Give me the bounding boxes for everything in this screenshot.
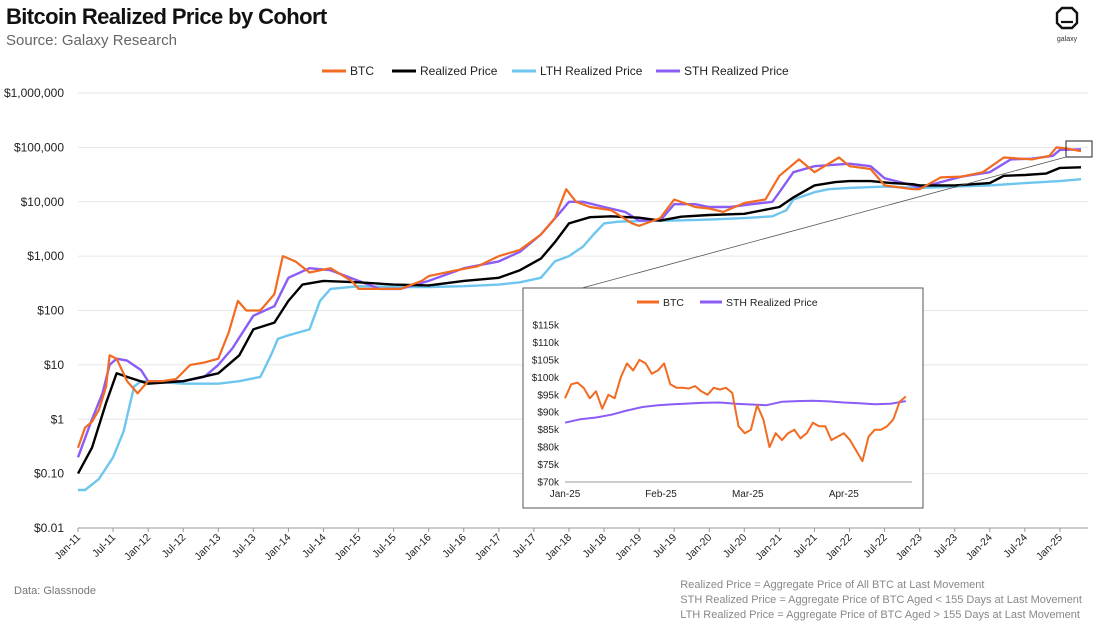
inset-y-tick-label: $100k xyxy=(532,373,560,384)
footnotes: Realized Price = Aggregate Price of All … xyxy=(680,578,1082,623)
chart-subtitle: Source: Galaxy Research xyxy=(6,32,177,49)
x-tick-label: Jan-17 xyxy=(473,532,504,563)
x-tick-label: Jul-13 xyxy=(230,532,259,561)
x-tick-label: Jan-16 xyxy=(403,532,434,563)
y-tick-label: $0.10 xyxy=(34,467,64,481)
logo-text: galaxy xyxy=(1056,36,1078,43)
legend-label-btc: BTC xyxy=(350,64,374,78)
x-tick-label: Jan-15 xyxy=(332,532,363,563)
x-tick-label: Jan-11 xyxy=(52,532,83,563)
inset-x-tick-label: Apr-25 xyxy=(829,489,859,500)
y-tick-label: $0.01 xyxy=(34,521,64,535)
x-tick-label: Jul-17 xyxy=(510,532,539,561)
x-tick-label: Jan-19 xyxy=(613,532,644,563)
x-tick-label: Jul-16 xyxy=(440,532,469,561)
inset-y-tick-label: $105k xyxy=(532,355,560,366)
inset-legend-label-btc: BTC xyxy=(663,297,684,309)
inset-sth-series-line xyxy=(564,399,906,424)
x-tick-label: Jul-18 xyxy=(580,532,609,561)
zoom-connector xyxy=(581,156,1067,289)
btc-series-line xyxy=(76,146,1082,449)
x-tick-label: Jan-20 xyxy=(683,532,714,563)
inset-y-tick-label: $85k xyxy=(537,425,560,436)
y-tick-label: $10 xyxy=(44,358,64,372)
footnote-sth: STH Realized Price = Aggregate Price of … xyxy=(680,594,1082,606)
x-tick-label: Jul-14 xyxy=(300,532,329,561)
inset-y-tick-label: $80k xyxy=(537,443,560,454)
legend-label-realized: Realized Price xyxy=(420,64,498,78)
inset-frame xyxy=(522,287,924,509)
x-tick-label: Jul-12 xyxy=(160,532,189,561)
x-tick-label: Jan-14 xyxy=(262,532,293,563)
y-tick-label: $100 xyxy=(37,304,64,318)
y-tick-label: $100,000 xyxy=(14,140,64,154)
realized-series-line xyxy=(76,166,1082,475)
x-tick-label: Jan-12 xyxy=(122,532,153,563)
inset-x-tick-label: Jan-25 xyxy=(550,489,581,500)
x-tick-label: Jan-24 xyxy=(964,532,995,563)
legend-label-sth: STH Realized Price xyxy=(684,64,789,78)
x-tick-label: Jul-19 xyxy=(651,532,680,561)
galaxy-logo: galaxy xyxy=(1052,6,1082,43)
y-tick-label: $1,000 xyxy=(27,249,64,263)
x-tick-label: Jul-11 xyxy=(90,532,118,560)
footnote-lth: LTH Realized Price = Aggregate Price of … xyxy=(680,609,1080,621)
x-tick-label: Jan-25 xyxy=(1034,532,1065,563)
inset-y-tick-label: $115k xyxy=(532,321,560,332)
x-tick-label: Jan-21 xyxy=(753,532,784,563)
galaxy-logo-icon xyxy=(1055,6,1079,30)
footnote-realized: Realized Price = Aggregate Price of All … xyxy=(680,579,985,591)
legend-label-lth: LTH Realized Price xyxy=(540,64,643,78)
inset-y-tick-label: $95k xyxy=(537,390,560,401)
x-tick-label: Jul-23 xyxy=(931,532,960,561)
x-tick-label: Jan-18 xyxy=(543,532,574,563)
y-tick-label: $10,000 xyxy=(21,195,65,209)
x-tick-label: Jul-24 xyxy=(1001,532,1030,561)
data-source: Data: Glassnode xyxy=(14,585,96,597)
inset-y-tick-label: $70k xyxy=(537,478,560,489)
zoom-box xyxy=(1065,140,1093,158)
inset-legend-label-sth: STH Realized Price xyxy=(726,297,818,309)
x-tick-label: Jul-21 xyxy=(791,532,820,561)
inset-btc-series-line xyxy=(564,358,907,463)
x-tick-label: Jan-13 xyxy=(192,532,223,563)
x-tick-label: Jul-20 xyxy=(721,532,750,561)
x-tick-label: Jan-22 xyxy=(823,532,854,563)
chart-title: Bitcoin Realized Price by Cohort xyxy=(6,4,327,29)
x-tick-label: Jul-22 xyxy=(861,532,890,561)
lth-series-line xyxy=(78,178,1082,492)
inset-y-tick-label: $90k xyxy=(537,408,560,419)
inset-y-tick-label: $110k xyxy=(532,338,560,349)
y-tick-label: $1 xyxy=(51,412,65,426)
x-tick-label: Jul-15 xyxy=(370,532,399,561)
inset-x-tick-label: Feb-25 xyxy=(645,489,677,500)
inset-y-tick-label: $75k xyxy=(537,460,560,471)
inset-x-tick-label: Mar-25 xyxy=(732,489,764,500)
y-tick-label: $1,000,000 xyxy=(4,86,64,100)
x-tick-label: Jan-23 xyxy=(894,532,925,563)
